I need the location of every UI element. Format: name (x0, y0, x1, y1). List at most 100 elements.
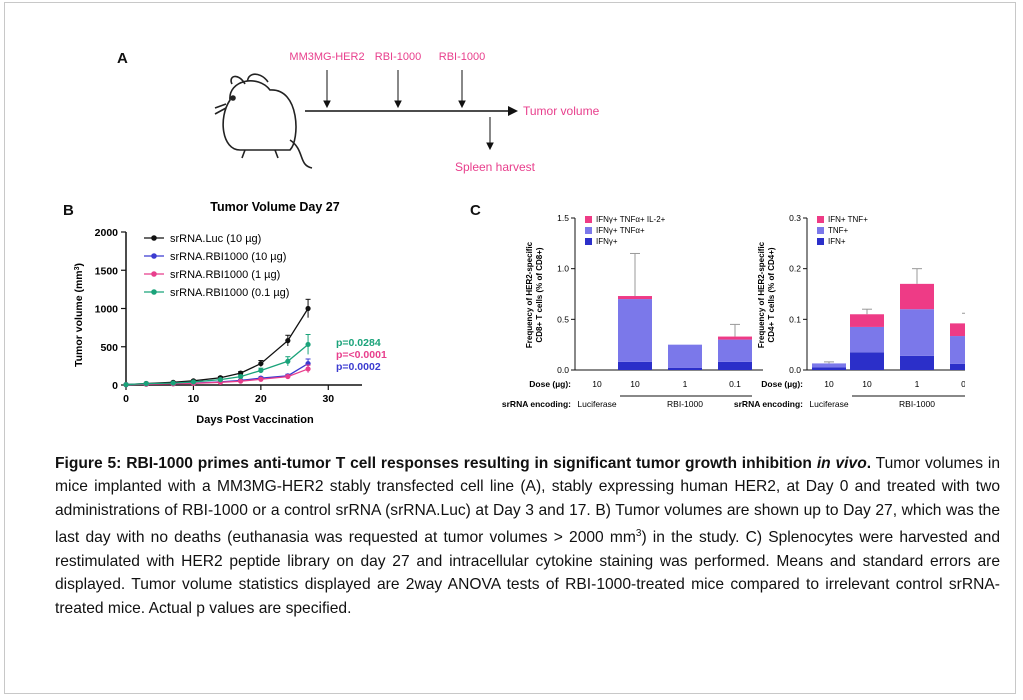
legend-marker (151, 271, 157, 277)
tumor-volume-chart: Tumor Volume Day 27 Tumor volume (mm3) D… (73, 200, 387, 426)
caption-lead: Figure 5: RBI-1000 primes anti-tumor T c… (55, 455, 872, 472)
bar-legend-entry: IFN+ (828, 237, 846, 246)
data-point (190, 379, 197, 385)
bar-legend-swatch (585, 238, 592, 245)
bar-segment (718, 361, 752, 370)
bar-segment (668, 367, 702, 370)
legend-marker (151, 253, 157, 259)
caption-body-1: Tumor volumes in mice implanted with a M… (55, 455, 1000, 547)
data-point (285, 358, 291, 364)
series-line-0 (125, 308, 309, 386)
cd4-ylabel-1: Frequency of HER2-specific (757, 241, 766, 348)
data-point (238, 373, 244, 380)
caption-sup: 3 (635, 528, 642, 540)
x-tick-label: 10 (188, 393, 200, 405)
mouse-icon (214, 73, 313, 169)
bar-y-tick-label: 0.0 (789, 365, 801, 375)
encoding-luciferase: Luciferase (577, 399, 616, 409)
bar-y-tick-label: 0.2 (789, 264, 801, 274)
legend-entry: srRNA.RBI1000 (1 µg) (170, 269, 280, 281)
figure-frame (4, 2, 1016, 694)
bar-legend-entry: IFNγ+ (596, 237, 618, 246)
dose-value: 0.1 (729, 379, 741, 389)
cd4-ylabel-2: CD4+ T cells (% of CD4+) (767, 247, 776, 342)
tumor-volume-label: Tumor volume (523, 104, 600, 118)
encoding-rbi: RBI-1000 (667, 399, 703, 409)
data-point (170, 380, 176, 386)
dose-value: 10 (630, 379, 640, 389)
panel-b-label: B (63, 202, 74, 219)
bar-segment (850, 352, 884, 370)
pvalue-0.1ug: p=0.0284 (336, 337, 381, 349)
dose-value: 10 (862, 379, 872, 389)
data-point (123, 382, 129, 388)
bar-legend-entry: IFNγ+ TNFα+ IL-2+ (596, 215, 666, 224)
bar-segment (850, 314, 884, 327)
legend-entry: srRNA.RBI1000 (0.1 µg) (170, 287, 289, 299)
bar-y-tick-label: 1.5 (557, 213, 569, 223)
x-tick-label: 0 (123, 393, 129, 405)
series-line-1 (125, 363, 309, 386)
bar-legend-swatch (817, 227, 824, 234)
event-dose-2: RBI-1000 (439, 51, 485, 63)
bar-segment (812, 363, 846, 368)
data-point (238, 378, 244, 384)
data-point (285, 338, 291, 344)
bar-legend-swatch (817, 238, 824, 245)
chart-b-ylabel: Tumor volume (mm3) (73, 263, 85, 367)
figure-caption: Figure 5: RBI-1000 primes anti-tumor T c… (55, 452, 1000, 620)
dose-value: 10 (824, 379, 834, 389)
bar-legend-entry: TNF+ (828, 226, 849, 235)
panel-c-label: C (470, 202, 481, 219)
bar-segment (900, 283, 934, 310)
legend-entry: srRNA.Luc (10 µg) (170, 233, 261, 245)
bar-legend-entry: IFN+ TNF+ (828, 215, 868, 224)
chart-b-title: Tumor Volume Day 27 (210, 200, 339, 214)
data-point (305, 305, 311, 312)
bar-legend-entry: IFNγ+ TNFα+ (596, 226, 645, 235)
cd8-ylabel-2: CD8+ T cells (% of CD8+) (535, 247, 544, 342)
bar-segment (950, 323, 965, 337)
bar-legend-swatch (817, 216, 824, 223)
chart-b-xlabel: Days Post Vaccination (196, 414, 314, 426)
bar-segment (900, 309, 934, 356)
data-point (258, 367, 264, 374)
data-point (258, 360, 264, 367)
x-tick-label: 20 (255, 393, 267, 405)
panel-a-label: A (117, 50, 128, 67)
y-tick-label: 1000 (95, 304, 119, 316)
caption-body-2: ) in the study. C) Splenocytes were harv… (55, 529, 1000, 617)
bar-y-tick-label: 0.3 (789, 213, 801, 223)
spleen-harvest-label: Spleen harvest (455, 160, 536, 174)
event-dose-1: RBI-1000 (375, 51, 421, 63)
y-tick-label: 500 (100, 342, 118, 354)
event-implant: MM3MG-HER2 (289, 51, 364, 63)
dose-value: 0.1 (961, 379, 965, 389)
bar-legend-swatch (585, 227, 592, 234)
legend-entry: srRNA.RBI1000 (10 µg) (170, 251, 286, 263)
y-tick-label: 0 (112, 380, 118, 392)
encoding-rbi: RBI-1000 (899, 399, 935, 409)
bar-segment (668, 344, 702, 368)
pvalue-1ug: p=<0.0001 (336, 349, 387, 361)
dose-value: 1 (683, 379, 688, 389)
bar-segment (812, 367, 846, 370)
y-tick-label: 1500 (95, 265, 119, 277)
data-point (217, 377, 223, 383)
bar-segment (900, 355, 934, 370)
encoding-label: srRNA encoding: (734, 399, 803, 409)
bar-legend-swatch (585, 216, 592, 223)
y-tick-label: 2000 (95, 227, 119, 239)
bar-segment (618, 296, 652, 300)
encoding-luciferase: Luciferase (809, 399, 848, 409)
panel-a-diagram: MM3MG-HER2 RBI-1000 RBI-1000 Tumor volum… (214, 51, 600, 174)
bar-segment (718, 336, 752, 340)
series-line-2 (125, 368, 309, 386)
legend-marker (151, 289, 157, 295)
data-point (305, 366, 311, 372)
dose-value: 1 (915, 379, 920, 389)
legend-marker (151, 235, 157, 241)
dose-value: 10 (592, 379, 602, 389)
bar-segment (718, 339, 752, 362)
data-point (305, 341, 311, 348)
